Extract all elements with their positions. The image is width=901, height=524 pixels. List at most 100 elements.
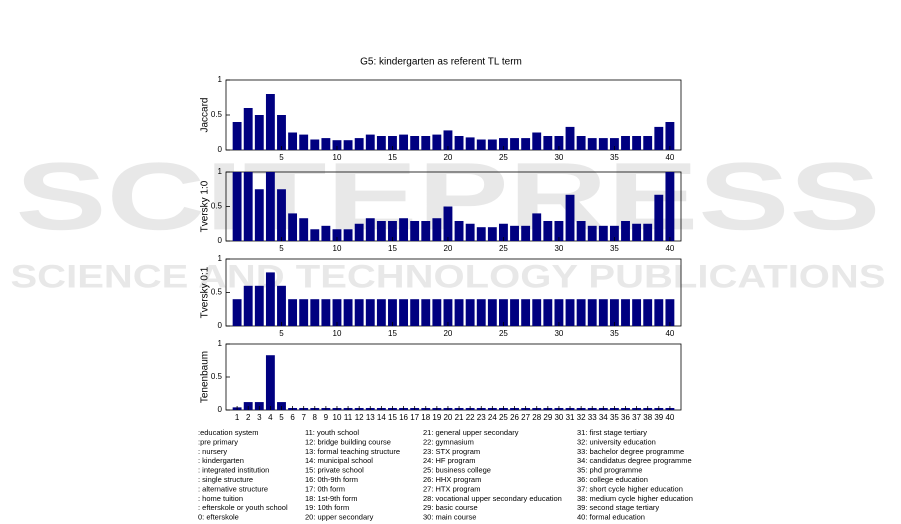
x-tick-label: 40 — [665, 244, 674, 253]
y-axis-label: Tversky 0:1 — [200, 266, 211, 318]
x-tick-label: 25 — [499, 153, 508, 162]
legend-entry: : nursery — [198, 447, 227, 456]
bar — [343, 229, 353, 241]
x-tick-label: 30 — [554, 329, 563, 338]
y-tick-label: 0 — [218, 321, 223, 330]
x-tick-label: 5 — [279, 413, 284, 422]
axes-frame — [225, 343, 682, 411]
x-tick-label: 3 — [257, 413, 262, 422]
legend-entry: : kindergarten — [198, 456, 244, 465]
x-tick-label: 25 — [499, 413, 508, 422]
bar — [232, 122, 242, 150]
bar — [621, 299, 630, 326]
bar — [321, 225, 331, 241]
legend-entry: 34: candidatus degree programme — [577, 456, 692, 465]
bar — [576, 136, 586, 150]
bar — [587, 225, 597, 241]
bar — [465, 223, 475, 241]
bar — [343, 299, 353, 326]
bar — [321, 138, 331, 150]
bar — [487, 227, 497, 241]
bar — [609, 138, 619, 150]
x-tick-label: 19 — [432, 413, 441, 422]
bar — [587, 138, 597, 150]
bar — [543, 220, 553, 241]
legend-entry: 11: youth school — [305, 428, 359, 437]
bar — [399, 299, 408, 326]
bar — [243, 172, 253, 241]
figure-title: G5: kindergarten as referent TL term — [360, 57, 522, 68]
bar — [554, 299, 564, 326]
y-tick-label: 0 — [218, 405, 223, 414]
bar — [265, 172, 275, 241]
bar — [654, 126, 664, 150]
x-tick-label: 30 — [554, 244, 563, 253]
bar — [665, 299, 675, 326]
bar — [232, 172, 242, 241]
bar — [354, 223, 364, 241]
x-tick-label: 16 — [399, 413, 408, 422]
bar — [254, 285, 264, 326]
legend-entry: 33: bachelor degree programme — [577, 447, 684, 456]
y-tick-label: 1 — [218, 254, 223, 263]
bar — [410, 220, 420, 241]
bar — [521, 225, 531, 241]
legend-entry: 0: efterskole — [198, 513, 239, 522]
bar — [499, 299, 508, 326]
x-tick-label: 6 — [290, 413, 295, 422]
legend-entry: 18: 1st-9th form — [305, 494, 358, 503]
bar — [532, 213, 542, 241]
legend-entry: 27: HTX program — [423, 484, 481, 493]
legend-entry: 14: municipal school — [305, 456, 373, 465]
y-tick-label: 0.5 — [211, 202, 223, 211]
legend-entry: 16: 0th-9th form — [305, 475, 358, 484]
bar — [654, 299, 664, 326]
bar — [277, 115, 286, 150]
bar — [609, 299, 619, 326]
x-tick-label: 24 — [488, 413, 497, 422]
x-tick-label: 30 — [554, 413, 563, 422]
bar — [410, 136, 420, 150]
x-tick-label: 18 — [421, 413, 430, 422]
x-tick-label: 5 — [279, 329, 284, 338]
bar — [354, 299, 364, 326]
bar — [421, 299, 431, 326]
bar — [643, 299, 653, 326]
legend-entry: 13: formal teaching structure — [305, 447, 400, 456]
legend-entry: 29: basic course — [423, 503, 478, 512]
x-tick-label: 35 — [610, 153, 619, 162]
legend-entry: 22: gymnasium — [423, 437, 474, 446]
legend-entry: 24: HF program — [423, 456, 476, 465]
legend-entry: 20: upper secondary — [305, 513, 374, 522]
x-tick-label: 2 — [246, 413, 251, 422]
bar — [543, 136, 553, 150]
bar — [632, 299, 642, 326]
legend-entry: 35: phd programme — [577, 466, 642, 475]
bar — [621, 136, 630, 150]
x-tick-label: 23 — [477, 413, 486, 422]
x-tick-label: 10 — [333, 413, 342, 422]
y-tick-label: 0.5 — [211, 372, 223, 381]
bar — [332, 229, 342, 241]
legend-entry: : single structure — [198, 475, 253, 484]
bar — [510, 299, 519, 326]
bar — [609, 225, 619, 241]
legend-entry: 19: 10th form — [305, 503, 349, 512]
legend-entry: 37: short cycle higher education — [577, 484, 683, 493]
y-tick-label: 1 — [218, 167, 223, 176]
x-tick-label: 34 — [599, 413, 608, 422]
x-tick-label: 12 — [355, 413, 364, 422]
x-tick-label: 25 — [499, 329, 508, 338]
legend-entry: 32: university education — [577, 437, 656, 446]
bar — [532, 299, 542, 326]
bar — [521, 138, 531, 150]
x-tick-label: 28 — [532, 413, 541, 422]
legend-entry: 38: medium cycle higher education — [577, 494, 693, 503]
bar — [265, 355, 275, 410]
bar — [454, 299, 464, 326]
x-tick-label: 1 — [235, 413, 240, 422]
bar — [299, 218, 309, 241]
bar — [565, 126, 575, 150]
x-tick-label: 22 — [466, 413, 475, 422]
bar — [598, 138, 608, 150]
